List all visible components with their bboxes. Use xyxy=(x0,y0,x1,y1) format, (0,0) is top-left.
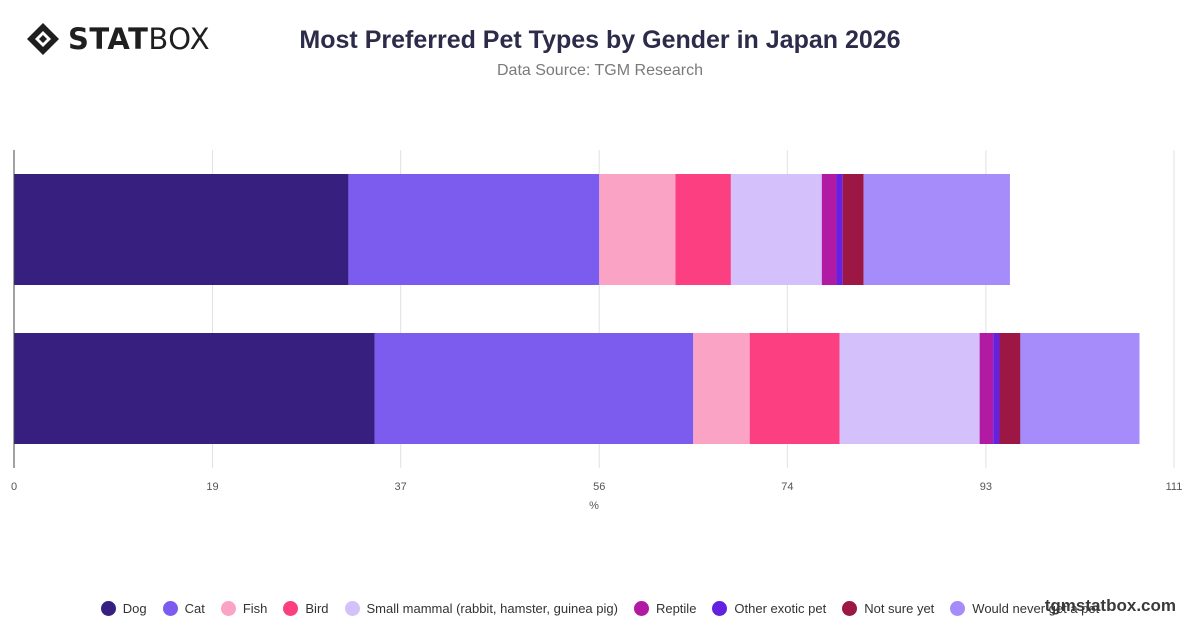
legend-item[interactable]: Cat xyxy=(162,601,205,616)
bar-segment-not-sure-yet-row-1[interactable] xyxy=(842,174,864,285)
logo-text: STATBOX xyxy=(68,21,211,56)
bars xyxy=(14,174,1140,444)
bar-segment-cat-row-1[interactable] xyxy=(348,174,600,285)
watermark: tgmstatbox.com xyxy=(1044,596,1176,615)
legend-swatch xyxy=(283,601,299,616)
x-tick-label: 74 xyxy=(781,481,793,493)
legend-swatch xyxy=(220,601,236,616)
legend: Dog Cat Fish Bird Small mammal (rabbit, hams… xyxy=(0,601,1200,616)
x-tick-label: 19 xyxy=(206,481,218,493)
legend-swatch xyxy=(712,601,728,616)
legend-item[interactable]: Reptile xyxy=(633,601,697,616)
legend-swatch xyxy=(842,601,858,616)
bar-segment-reptile-row-2[interactable] xyxy=(979,333,994,444)
bar-segment-cat-row-2[interactable] xyxy=(374,333,694,444)
bar-segment-other-exotic-pet-row-2[interactable] xyxy=(993,333,1000,444)
bar-segment-bird-row-2[interactable] xyxy=(749,333,840,444)
x-tick-label: 0 xyxy=(11,481,17,493)
legend-item[interactable]: Dog xyxy=(100,601,147,616)
legend-swatch xyxy=(100,601,116,616)
legend-label: Cat xyxy=(184,601,205,616)
legend-label: Not sure yet xyxy=(864,601,935,616)
statbox-diamond-icon xyxy=(27,23,59,55)
legend-swatch xyxy=(633,601,649,616)
bar-segment-other-exotic-pet-row-1[interactable] xyxy=(836,174,843,285)
legend-label: Bird xyxy=(305,601,329,616)
legend-label: Small mammal (rabbit, hamster, guinea pi… xyxy=(366,601,618,616)
legend-label: Fish xyxy=(242,601,268,616)
bar-segment-reptile-row-1[interactable] xyxy=(821,174,837,285)
legend-label: Other exotic pet xyxy=(734,601,827,616)
x-tick-label: 111 xyxy=(1166,481,1183,493)
legend-swatch xyxy=(162,601,178,616)
legend-swatch xyxy=(950,601,966,616)
bar-segment-fish-row-2[interactable] xyxy=(693,333,750,444)
legend-item[interactable]: Not sure yet xyxy=(842,601,934,616)
x-tick-label: 37 xyxy=(395,481,407,493)
legend-item[interactable]: Bird xyxy=(283,601,329,616)
legend-item[interactable]: Other exotic pet xyxy=(712,601,826,616)
bar-segment-dog-row-1[interactable] xyxy=(14,174,349,285)
chart-title: Most Preferred Pet Types by Gender in Ja… xyxy=(299,26,901,54)
x-axis: 0 19 37 56 74 93 111% xyxy=(11,150,1182,512)
legend-swatch xyxy=(344,601,360,616)
bar-segment-would-never-get-a-pet-row-1[interactable] xyxy=(863,174,1010,285)
bar-segment-fish-row-1[interactable] xyxy=(599,174,676,285)
bar-segment-small-mammal-rabbit-hamster-guinea-pig-row-1[interactable] xyxy=(730,174,822,285)
statbox-logo: STATBOX xyxy=(26,22,210,56)
x-tick-label: 56 xyxy=(593,481,605,493)
legend-item[interactable]: Small mammal (rabbit, hamster, guinea pi… xyxy=(344,601,618,616)
bar-segment-bird-row-1[interactable] xyxy=(675,174,731,285)
x-tick-label: 93 xyxy=(980,481,992,493)
bar-segment-would-never-get-a-pet-row-2[interactable] xyxy=(1020,333,1140,444)
legend-label: Dog xyxy=(122,601,147,616)
bar-segment-dog-row-2[interactable] xyxy=(14,333,375,444)
legend-label: Would never get a pet xyxy=(972,601,1100,616)
legend-item[interactable]: Would never get a pet xyxy=(950,601,1099,616)
bar-segment-small-mammal-rabbit-hamster-guinea-pig-row-2[interactable] xyxy=(839,333,980,444)
chart-subtitle: Data Source: TGM Research xyxy=(496,62,703,79)
bar-segment-not-sure-yet-row-2[interactable] xyxy=(999,333,1021,444)
x-axis-label: % xyxy=(589,500,599,512)
legend-item[interactable]: Fish xyxy=(220,601,268,616)
legend-label: Reptile xyxy=(655,601,697,616)
